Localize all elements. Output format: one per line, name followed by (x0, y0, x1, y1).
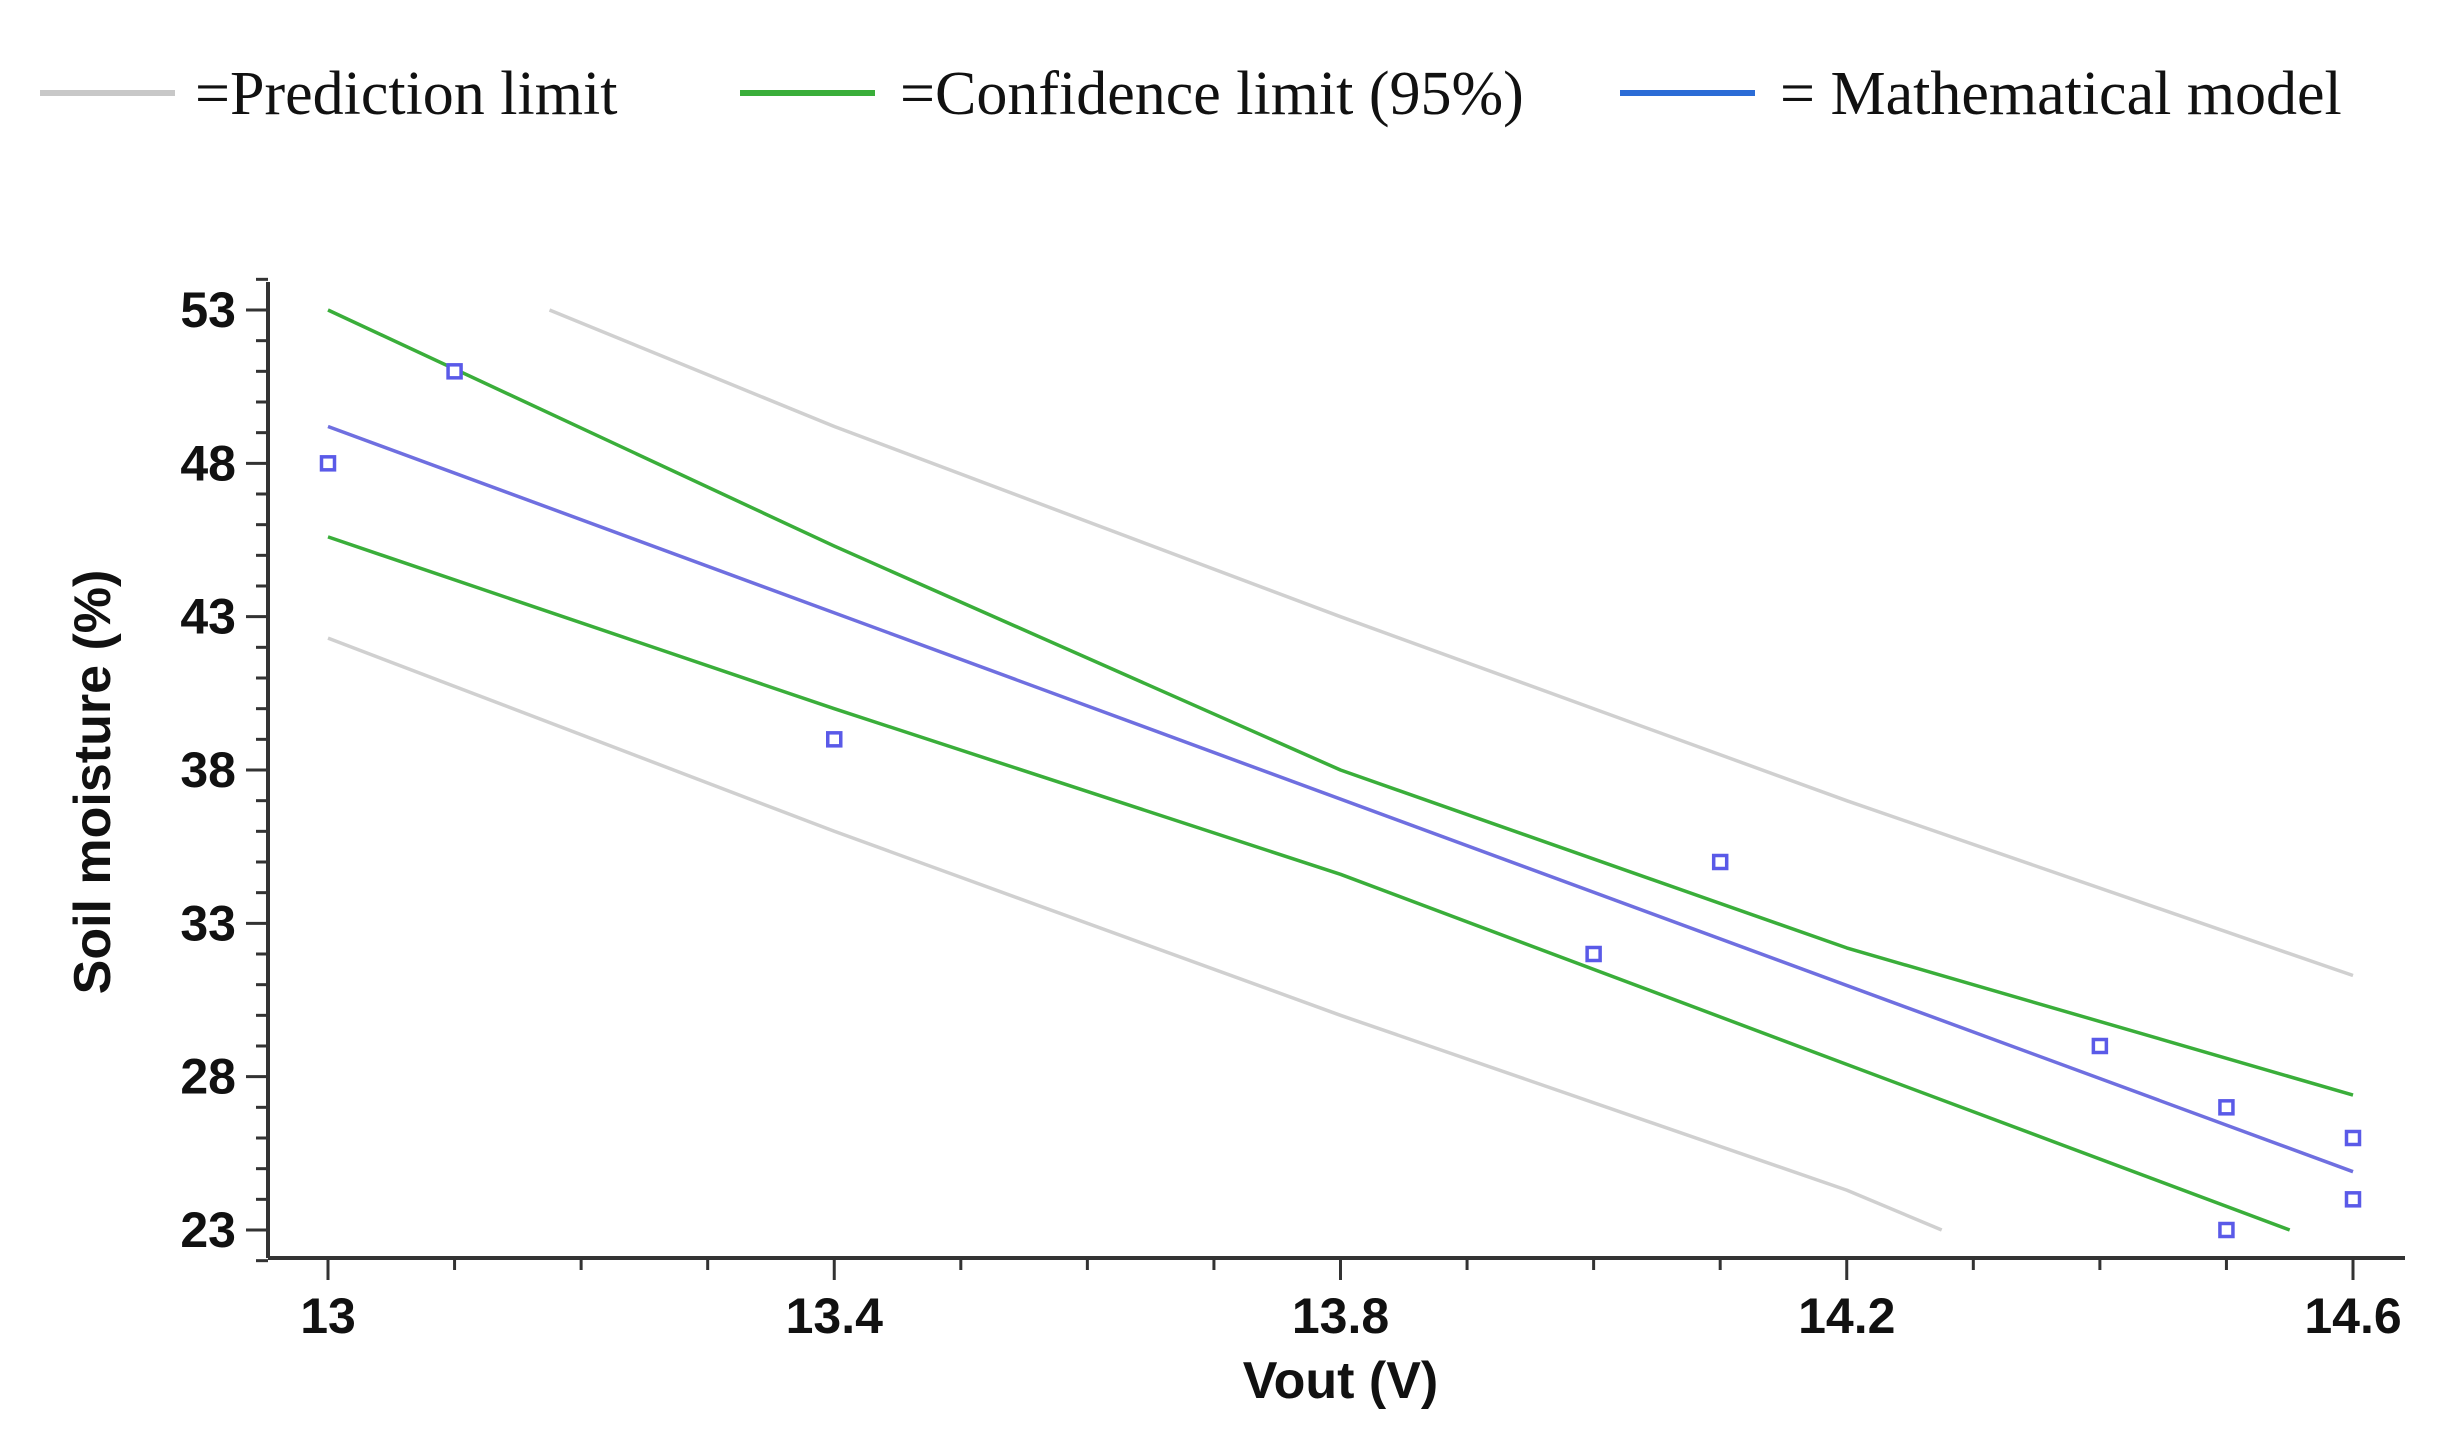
upper-confidence-limit-95-line (327, 308, 2354, 1097)
data-point (2218, 1099, 2235, 1116)
data-point (2091, 1037, 2109, 1055)
plot-area: 23 28 33 38 43 48 53 13 13.4 13.8 14.2 14.6 Vout (V)… (64, 277, 2405, 1410)
legend-label-2: =Confidence limit (95%) (900, 60, 1524, 128)
data-point (1585, 945, 1602, 963)
data-point (2344, 1191, 2362, 1208)
data-point (826, 731, 843, 748)
legend-label-3: = Mathematical model (1780, 60, 2342, 128)
y-tick-label: 48 (180, 435, 236, 491)
data-point (1711, 853, 1729, 871)
x-tick-label: 13.4 (786, 1288, 884, 1344)
y-tick-label: 38 (180, 742, 236, 798)
lower-prediction-limit-line (327, 636, 1943, 1232)
x-tick-label: 14.6 (2304, 1288, 2401, 1344)
upper-prediction-limit-line (548, 308, 2354, 978)
x-axis-title: Vout (V) (1243, 1352, 1438, 1410)
y-tick-label: 43 (180, 589, 236, 645)
data-point (2344, 1129, 2362, 1147)
y-axis-title: Soil moisture (%) (64, 570, 122, 995)
x-tick-label: 14.2 (1798, 1288, 1895, 1344)
data-point (319, 455, 337, 472)
y-tick-label: 28 (180, 1049, 236, 1105)
data-point (446, 363, 463, 380)
legend: =Prediction limit =Confidence limit (95%)… (40, 60, 2342, 128)
x-tick-label: 13 (300, 1288, 356, 1344)
data-point (2218, 1221, 2235, 1239)
mathematical-model-line (327, 424, 2354, 1174)
y-tick-label: 53 (180, 282, 236, 338)
y-tick-label: 33 (180, 895, 236, 951)
x-tick-label: 13.8 (1292, 1288, 1389, 1344)
lower-confidence-limit-95-line (327, 535, 2291, 1232)
legend-label-1: =Prediction limit (195, 60, 617, 128)
y-tick-label: 23 (180, 1202, 236, 1258)
